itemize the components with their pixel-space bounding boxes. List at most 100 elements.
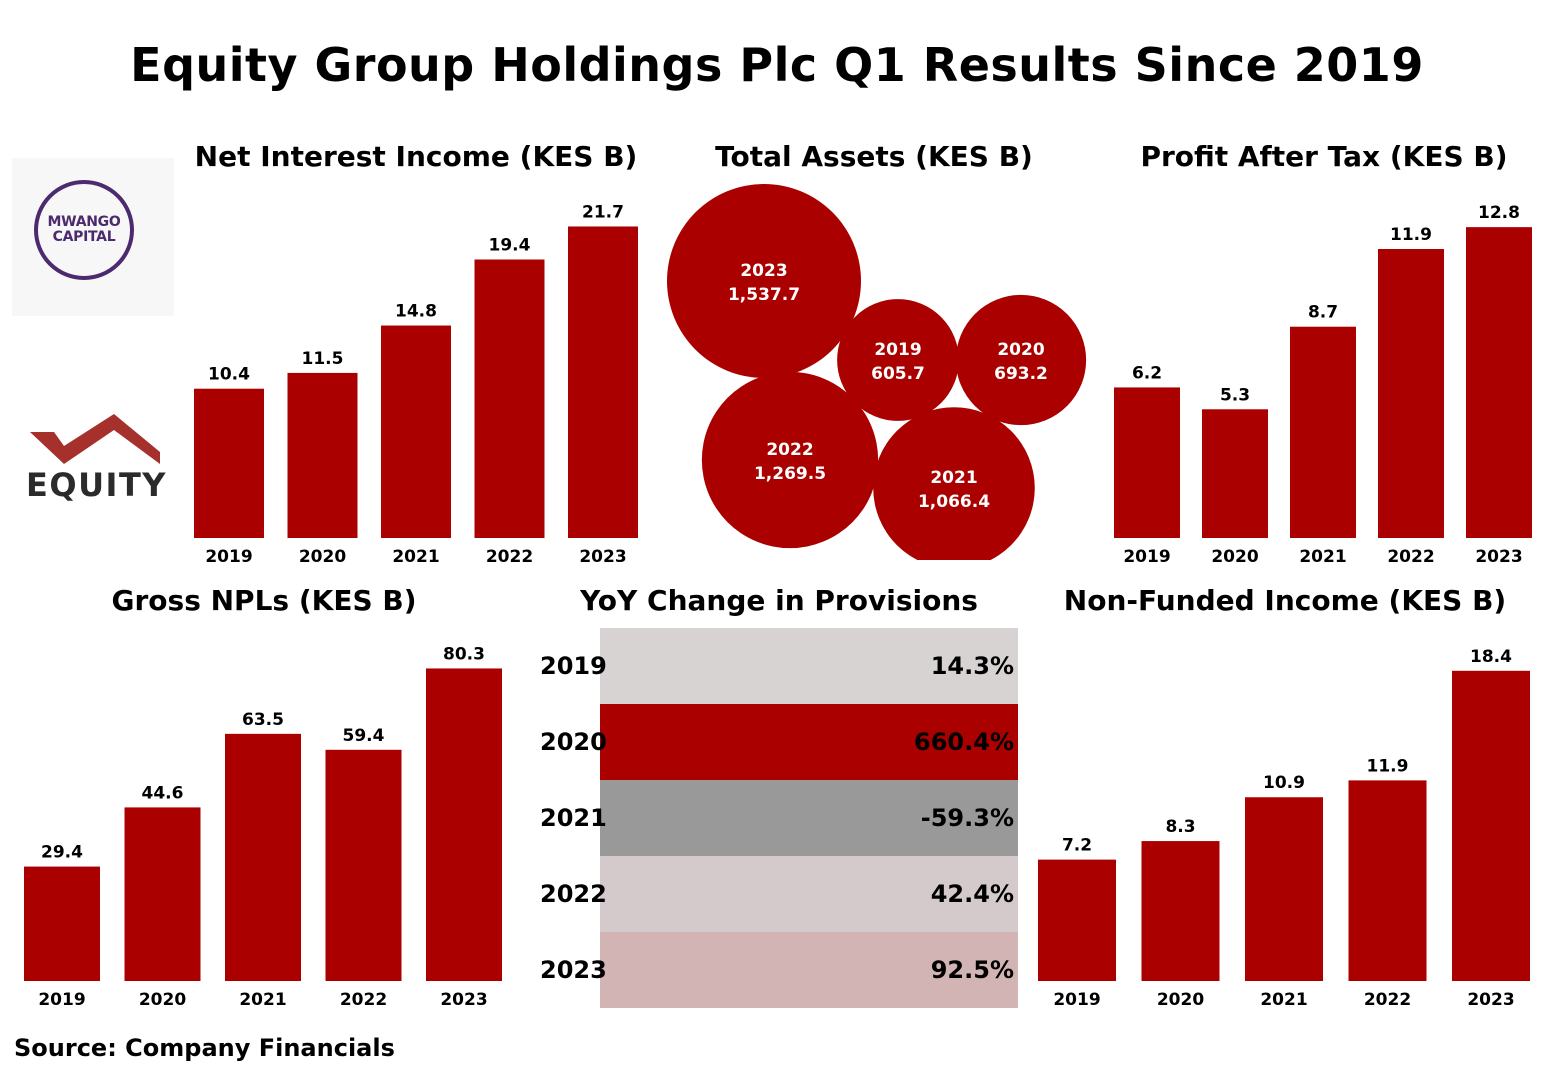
bar-nii-2022 <box>474 259 545 538</box>
equity-logo-text: EQUITY <box>26 466 167 504</box>
x-tick-pat-2019: 2019 <box>1123 547 1170 567</box>
npl-bar-chart: 29.4 2019 44.6 2020 63.5 2021 59.4 2022 80.3 2023 <box>24 644 502 1010</box>
data-label-pat-2019: 6.2 <box>1132 363 1162 383</box>
pat-bar-chart: 6.2 2019 5.3 2020 8.7 2021 11.9 2022 12.8 2023 <box>1114 203 1532 567</box>
data-label-nfi-2023: 18.4 <box>1470 647 1512 667</box>
bubble-year-label-2019: 2019 <box>874 340 921 360</box>
data-label-npl-2023: 80.3 <box>443 644 485 664</box>
provision-row-2020: 660.4% <box>600 704 1018 780</box>
bar-npl-2022 <box>325 749 402 981</box>
mwango-capital-logo: MWANGO CAPITAL <box>34 180 134 280</box>
bubble-assets-2019 <box>837 299 959 421</box>
mwango-logo-line2: CAPITAL <box>52 229 116 245</box>
provision-year-2022: 2022 <box>540 880 607 908</box>
provision-row-2021: -59.3% <box>600 780 1018 856</box>
mwango-logo-line1: MWANGO <box>47 214 121 230</box>
x-tick-pat-2021: 2021 <box>1299 547 1346 567</box>
bar-pat-2021 <box>1290 326 1356 538</box>
x-tick-nfi-2022: 2022 <box>1364 990 1411 1010</box>
bar-nfi-2019 <box>1038 859 1116 981</box>
chart-title-assets: Total Assets (KES B) <box>715 140 1033 173</box>
data-label-npl-2020: 44.6 <box>142 783 184 803</box>
x-tick-npl-2020: 2020 <box>139 990 186 1010</box>
page-title: Equity Group Holdings Plc Q1 Results Sin… <box>130 38 1424 92</box>
data-label-pat-2022: 11.9 <box>1390 225 1432 245</box>
x-tick-nfi-2020: 2020 <box>1157 990 1204 1010</box>
provision-value-2021: -59.3% <box>920 804 1014 832</box>
bubble-year-label-2023: 2023 <box>740 261 787 281</box>
nii-bar-chart: 10.4 2019 11.5 2020 14.8 2021 19.4 2022 21.7 2023 <box>194 202 638 567</box>
data-label-npl-2021: 63.5 <box>242 710 284 730</box>
bar-nii-2019 <box>194 388 264 538</box>
provision-value-2020: 660.4% <box>914 728 1014 756</box>
chart-title-nii: Net Interest Income (KES B) <box>194 140 638 173</box>
data-label-nfi-2022: 11.9 <box>1367 756 1409 776</box>
assets-bubble-chart: 2023 1,537.7 2019 605.7 2020 693.2 2022 1,269.5… <box>667 184 1087 560</box>
data-label-pat-2023: 12.8 <box>1478 203 1520 223</box>
bubble-assets-2021 <box>873 407 1035 560</box>
bubble-value-label-2023: 1,537.7 <box>728 285 800 305</box>
x-tick-nii-2019: 2019 <box>205 547 252 567</box>
bubble-assets-2022 <box>701 371 879 549</box>
bubble-assets-2023 <box>667 184 861 378</box>
bar-npl-2019 <box>24 866 100 981</box>
data-label-npl-2022: 59.4 <box>343 726 385 746</box>
provision-year-2019: 2019 <box>540 652 607 680</box>
data-label-nfi-2019: 7.2 <box>1062 836 1092 856</box>
data-label-nii-2020: 11.5 <box>302 349 344 369</box>
bubble-year-label-2021: 2021 <box>930 468 977 488</box>
chart-title-prov: YoY Change in Provisions <box>580 584 978 617</box>
data-label-nfi-2020: 8.3 <box>1165 817 1195 837</box>
bar-nfi-2023 <box>1452 670 1530 981</box>
data-label-npl-2019: 29.4 <box>41 843 83 863</box>
bar-nii-2021 <box>381 325 451 538</box>
provision-value-2023: 92.5% <box>930 956 1014 984</box>
bar-nfi-2022 <box>1348 780 1427 981</box>
x-tick-nfi-2021: 2021 <box>1260 990 1307 1010</box>
bubble-value-label-2019: 605.7 <box>871 364 925 384</box>
bar-nfi-2021 <box>1245 797 1323 981</box>
bar-pat-2022 <box>1378 249 1444 538</box>
bar-npl-2020 <box>124 807 201 981</box>
x-tick-nii-2021: 2021 <box>392 547 439 567</box>
bar-nii-2023 <box>568 226 638 538</box>
x-tick-npl-2021: 2021 <box>239 990 286 1010</box>
data-label-nii-2023: 21.7 <box>582 202 624 222</box>
bubble-assets-2020 <box>955 294 1087 426</box>
provision-row-2022: 42.4% <box>600 856 1018 932</box>
bubble-value-label-2022: 1,269.5 <box>754 464 826 484</box>
bar-nfi-2020 <box>1141 841 1220 981</box>
x-tick-pat-2023: 2023 <box>1475 547 1522 567</box>
bubble-value-label-2021: 1,066.4 <box>918 492 990 512</box>
provision-year-2023: 2023 <box>540 956 607 984</box>
bar-pat-2020 <box>1202 409 1268 538</box>
provision-value-2022: 42.4% <box>930 880 1014 908</box>
x-tick-pat-2020: 2020 <box>1211 547 1258 567</box>
data-label-nii-2022: 19.4 <box>489 236 531 256</box>
x-tick-nfi-2023: 2023 <box>1467 990 1514 1010</box>
bar-npl-2023 <box>426 668 502 981</box>
x-tick-npl-2023: 2023 <box>440 990 487 1010</box>
chart-title-npl: Gross NPLs (KES B) <box>111 584 417 617</box>
chart-title-nfi: Non-Funded Income (KES B) <box>1063 584 1507 617</box>
nfi-bar-chart: 7.2 2019 8.3 2020 10.9 2021 11.9 2022 18.4 2023 <box>1038 647 1530 1010</box>
bubble-value-label-2020: 693.2 <box>994 364 1048 384</box>
data-label-nii-2019: 10.4 <box>208 365 250 385</box>
x-tick-nii-2023: 2023 <box>579 547 626 567</box>
x-tick-nii-2020: 2020 <box>299 547 346 567</box>
bar-pat-2019 <box>1114 387 1180 538</box>
x-tick-nii-2022: 2022 <box>486 547 533 567</box>
provision-year-2021: 2021 <box>540 804 607 832</box>
provision-year-2020: 2020 <box>540 728 607 756</box>
data-label-pat-2021: 8.7 <box>1308 303 1338 323</box>
bar-nii-2020 <box>287 372 358 538</box>
x-tick-nfi-2019: 2019 <box>1053 990 1100 1010</box>
provision-value-2019: 14.3% <box>930 652 1014 680</box>
bar-npl-2021 <box>225 733 301 981</box>
data-label-nii-2021: 14.8 <box>395 302 437 322</box>
source-note: Source: Company Financials <box>14 1034 395 1062</box>
x-tick-pat-2022: 2022 <box>1387 547 1434 567</box>
data-label-nfi-2021: 10.9 <box>1263 773 1305 793</box>
data-label-pat-2020: 5.3 <box>1220 385 1250 405</box>
chart-title-pat: Profit After Tax (KES B) <box>1140 140 1508 173</box>
